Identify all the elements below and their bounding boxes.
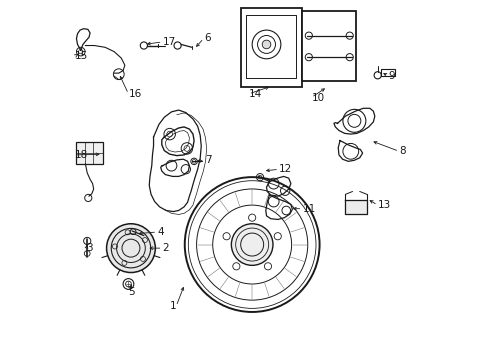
Bar — [242, 8, 302, 87]
Circle shape — [107, 224, 155, 273]
Text: 15: 15 — [74, 51, 88, 61]
Bar — [381, 69, 395, 76]
Text: 18: 18 — [74, 150, 88, 160]
Text: 5: 5 — [128, 287, 135, 297]
Polygon shape — [345, 200, 367, 214]
Text: 2: 2 — [163, 243, 169, 253]
Text: 3: 3 — [87, 243, 93, 253]
Text: 8: 8 — [399, 146, 406, 156]
Text: 6: 6 — [204, 33, 210, 43]
Text: 10: 10 — [311, 93, 324, 103]
Text: 17: 17 — [163, 37, 176, 47]
Text: 16: 16 — [128, 89, 142, 99]
Circle shape — [231, 224, 273, 265]
Text: 14: 14 — [248, 89, 262, 99]
Text: 4: 4 — [157, 227, 164, 237]
Text: 13: 13 — [378, 200, 391, 210]
Text: 9: 9 — [389, 71, 395, 81]
Text: 11: 11 — [302, 204, 316, 214]
Text: 1: 1 — [170, 301, 176, 311]
Circle shape — [262, 40, 271, 49]
Text: 7: 7 — [205, 155, 212, 165]
Bar — [302, 12, 356, 81]
Text: 12: 12 — [279, 164, 293, 174]
Bar — [76, 141, 102, 164]
